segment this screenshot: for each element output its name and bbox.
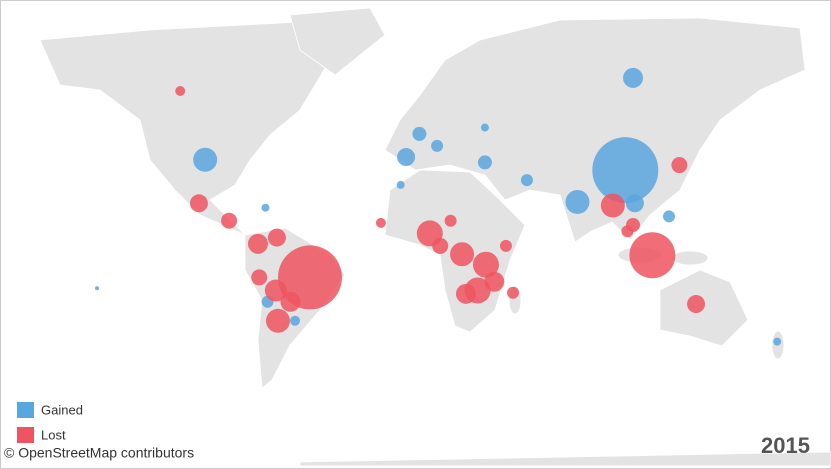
bubble xyxy=(592,137,659,204)
legend-label: Gained xyxy=(41,402,83,417)
bubble xyxy=(455,283,476,304)
bubble xyxy=(565,189,590,214)
bubbles xyxy=(95,67,782,346)
bubble xyxy=(431,139,444,152)
bubble xyxy=(412,126,427,141)
bubble xyxy=(623,67,644,88)
bubble xyxy=(95,286,99,291)
bubble xyxy=(621,225,634,238)
year-label: 2015 xyxy=(761,433,810,458)
legend: Gained Lost xyxy=(17,402,83,443)
bubble xyxy=(629,232,676,279)
attribution: © OpenStreetMap contributors xyxy=(4,445,194,461)
bubble xyxy=(625,194,644,213)
bubble xyxy=(221,212,238,229)
bubble xyxy=(193,147,218,172)
bubble xyxy=(484,271,505,292)
legend-swatch xyxy=(17,402,34,418)
bubble xyxy=(671,157,688,174)
bubble xyxy=(290,315,301,326)
bubble xyxy=(472,251,499,278)
bubble xyxy=(189,194,208,213)
bubble xyxy=(175,86,186,97)
legend-swatch xyxy=(17,427,34,443)
bubble xyxy=(499,239,512,252)
bubble xyxy=(251,269,268,286)
bubble xyxy=(663,210,675,223)
bubble xyxy=(480,123,489,132)
bubble xyxy=(264,279,287,302)
bubble xyxy=(280,291,301,312)
bubble xyxy=(247,233,268,254)
bubble xyxy=(687,295,706,314)
bubble xyxy=(397,148,416,167)
bubble xyxy=(507,286,519,299)
bubble xyxy=(477,155,492,170)
bubble xyxy=(265,308,290,333)
bubble xyxy=(432,237,449,254)
land xyxy=(39,7,831,467)
bubble xyxy=(450,242,475,267)
bubble xyxy=(600,193,625,218)
bubble xyxy=(773,337,782,346)
bubble xyxy=(267,228,286,247)
bubble xyxy=(261,203,270,212)
bubble xyxy=(444,214,457,227)
bubble xyxy=(396,180,405,189)
legend-label: Lost xyxy=(41,427,66,442)
bubble xyxy=(375,217,386,228)
bubble xyxy=(520,174,533,187)
